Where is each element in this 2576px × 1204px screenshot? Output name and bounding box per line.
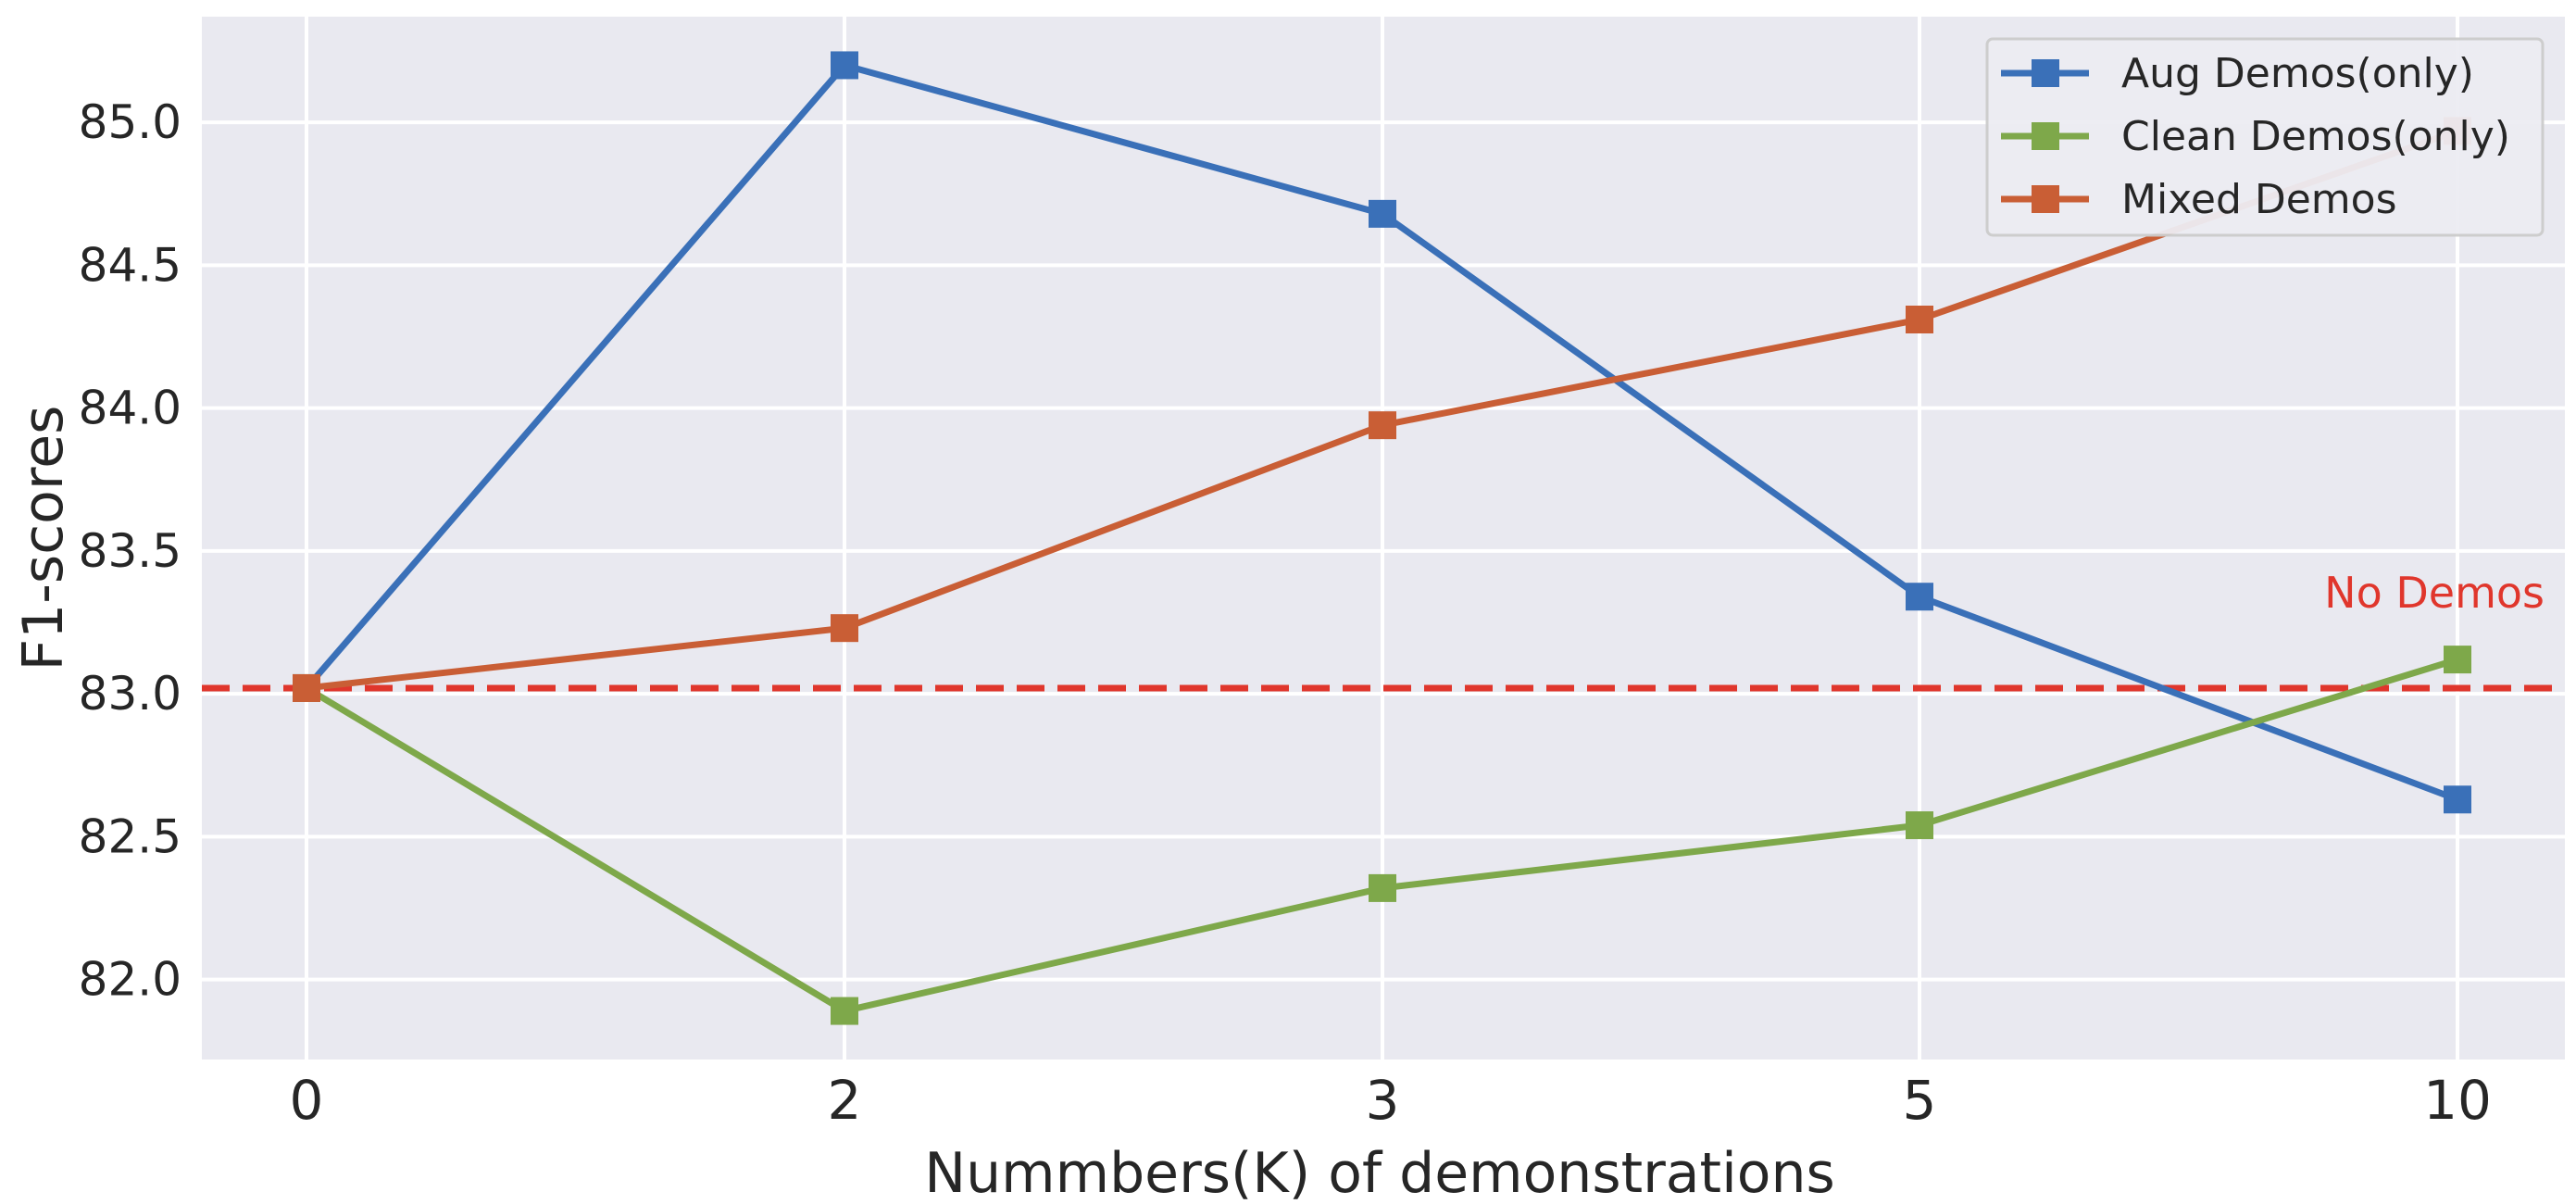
legend-swatch-marker bbox=[2032, 59, 2059, 87]
y-axis-label: F1-scores bbox=[11, 406, 76, 671]
legend-label: Clean Demos(only) bbox=[2121, 113, 2510, 160]
series-3-point bbox=[1906, 306, 1933, 334]
y-tick-label: 82.5 bbox=[79, 809, 181, 863]
x-tick-label: 0 bbox=[290, 1069, 324, 1132]
series-3-point bbox=[1369, 411, 1396, 440]
legend-label: Aug Demos(only) bbox=[2121, 50, 2474, 97]
series-2-point bbox=[2444, 646, 2471, 674]
y-tick-label: 85.0 bbox=[79, 95, 181, 149]
series-3-point bbox=[831, 614, 858, 643]
legend-box bbox=[1985, 37, 2545, 237]
series-1-point bbox=[1369, 199, 1396, 228]
series-1-point bbox=[1906, 583, 1933, 611]
series-2-point bbox=[831, 997, 858, 1025]
tick-labels: 82.0 82.5 83.0 83.5 84.0 84.5 85.0 0 2 3 5 10 bbox=[79, 95, 2492, 1132]
y-tick-label: 84.0 bbox=[79, 382, 181, 435]
legend: Aug Demos(only) Clean Demos(only) Mixed De… bbox=[1985, 37, 2545, 237]
legend-swatch-marker bbox=[2032, 185, 2059, 213]
series-1-point bbox=[2444, 785, 2471, 814]
series-2-point bbox=[1906, 811, 1933, 840]
legend-label: Mixed Demos bbox=[2121, 176, 2397, 223]
series-1-point bbox=[831, 51, 858, 80]
x-tick-label: 2 bbox=[828, 1069, 862, 1132]
y-tick-label: 83.0 bbox=[79, 667, 181, 721]
series-3-point bbox=[293, 673, 320, 702]
x-tick-label: 3 bbox=[1366, 1069, 1400, 1132]
reference-line-label: No Demos bbox=[2324, 568, 2545, 618]
y-tick-label: 83.5 bbox=[79, 524, 181, 578]
series-2-point bbox=[1369, 873, 1396, 902]
y-tick-label: 84.5 bbox=[79, 238, 181, 292]
x-tick-label: 10 bbox=[2423, 1069, 2492, 1132]
x-tick-label: 5 bbox=[1903, 1069, 1937, 1132]
series-group bbox=[293, 51, 2471, 1025]
y-tick-label: 82.0 bbox=[79, 953, 181, 1007]
legend-swatch-marker bbox=[2032, 122, 2059, 150]
x-axis-label: Nummbers(K) of demonstrations bbox=[924, 1141, 1834, 1204]
